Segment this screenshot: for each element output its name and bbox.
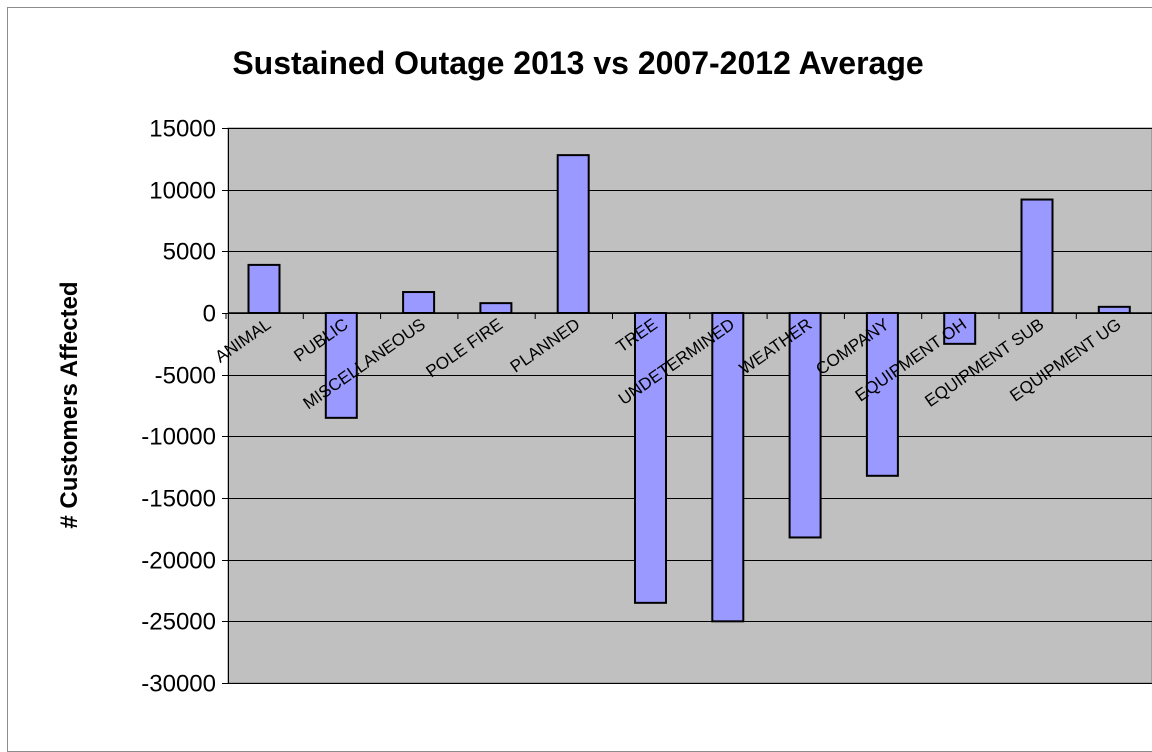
bar-weather [788,312,822,539]
y-tick-label: -10000 [141,424,216,451]
plot-background [227,127,1152,684]
y-tick-label: -20000 [141,548,216,575]
y-tick-label: 0 [203,301,216,328]
y-axis-label: # Customers Affected [56,281,83,528]
bar-miscellaneous [402,291,436,314]
bar-tree [634,312,667,604]
y-tick-label: -25000 [141,609,216,636]
bar-animal [247,263,281,314]
bar-equipment-ug [1097,305,1131,315]
chart-title: Sustained Outage 2013 vs 2007-2012 Avera… [232,45,923,81]
bar-equipment-oh [943,312,977,345]
plot-area: 15000 10000 5000 0 -5000 -10000 -15000 -20000 -2… [141,116,1152,698]
y-tick-label: 5000 [163,239,216,266]
y-tick-label: 15000 [149,116,216,143]
bar-undetermined [711,312,745,623]
y-tick-label: -30000 [141,671,216,698]
y-tick-label: -15000 [141,486,216,513]
y-tick-label: 10000 [149,178,216,205]
bar-pole-fire [479,302,513,314]
y-tick-label: -5000 [155,363,216,390]
bar-company [865,312,899,477]
bar-planned [556,154,590,314]
bar-equipment-sub [1020,198,1054,315]
